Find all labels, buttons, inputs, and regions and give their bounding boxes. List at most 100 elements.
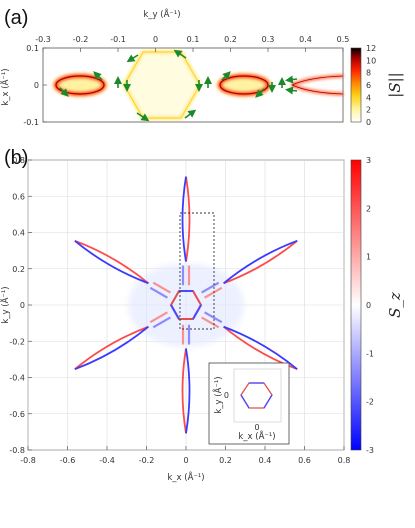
panel-a-colorbar-tick: 8 [366, 69, 371, 78]
panel-a-x-tick: -0.1 [110, 35, 126, 52]
panel-a-x-tick: 0.2 [224, 35, 237, 52]
panel-b-y-tick-label: 0.4 [12, 229, 25, 238]
panel-b-colorbar-tick: -2 [366, 398, 374, 407]
arm-blue-edge [74, 240, 149, 285]
panel-b-x-tick-label: -0.2 [139, 456, 155, 465]
panel-a-y-tick: -0.1 [23, 118, 47, 127]
panel-a-y-tick: 0.1 [26, 44, 47, 53]
panel-a-x-tick-label: -0.3 [35, 35, 51, 44]
panel-b-colorbar-tick: 1 [366, 253, 371, 262]
panel-b-colorbar-tick: -3 [366, 446, 374, 455]
panel-a-colorbar-tick: 4 [366, 93, 371, 102]
panel-a-tail [291, 74, 344, 96]
panel-b-colorbar-label: S_z [386, 292, 404, 318]
panel-b-y-tick-label: 0 [20, 301, 25, 310]
arm-blue-edge [74, 326, 149, 371]
panel-a-y-ticks: 0.1 0 -0.1 [23, 44, 47, 127]
panel-b-colorbar-tick: 0 [366, 301, 371, 310]
inset-x-tick: 0 [254, 423, 259, 432]
panel-b-y-tick: -0.2 [9, 337, 32, 346]
panel-b-y-tick-label: -0.4 [9, 374, 25, 383]
panel-a-y-tick-label: -0.1 [23, 118, 39, 127]
arm-red-edge [223, 240, 298, 285]
arm-inner-red [204, 286, 223, 299]
panel-b-x-ticks: -0.8 -0.6 -0.4 -0.2 0 0.2 0.4 0.6 0.8 [20, 446, 350, 465]
panel-a-x-tick: -0.3 [35, 35, 51, 52]
panel-b-ylabel: k_y (Å⁻¹) [0, 286, 11, 323]
panel-a-spin-arrows [59, 49, 298, 122]
panel-b-y-tick: 0.2 [12, 265, 32, 274]
panel-a-colorbar-tick: 0 [366, 118, 371, 127]
arm-inner-red [201, 316, 220, 329]
inset-ylabel: k_y (Å⁻¹) [212, 376, 224, 413]
arm-inner-red [149, 311, 168, 324]
panel-a-y-tick-label: 0.1 [26, 44, 39, 53]
panel-b-arms [74, 176, 298, 434]
arm-red-edge [74, 239, 149, 284]
panel-b-center-haze [128, 263, 244, 347]
arm-red-edge [185, 176, 191, 262]
panel-b-y-tick: -0.8 [9, 446, 32, 455]
arm-blue-edge [223, 325, 298, 370]
panel-a-x-tick-label: 0.1 [187, 35, 200, 44]
panel-a-colorbar-tick: 2 [366, 106, 371, 115]
panel-a-colorbar-label: |S|| [386, 72, 404, 97]
panel-b-y-tick-label: -0.2 [9, 337, 25, 346]
panel-b-x-tick-label: -0.8 [20, 456, 36, 465]
arm-inner-blue [152, 316, 171, 329]
panel-a-x-tick-label: 0.2 [224, 35, 237, 44]
arm-blue-edge [181, 176, 187, 262]
panel-b-x-tick: 0.4 [259, 446, 272, 465]
panel-a-x-tick: 0.1 [187, 35, 200, 52]
arm-inner-blue [201, 281, 220, 294]
panel-a-colorbar [350, 47, 362, 123]
panel-b-y-tick: 0.8 [12, 156, 32, 165]
panel-b-arm [181, 176, 191, 286]
panel-b-colorbar-ticks: 3 2 1 0 -1 -2 -3 [366, 156, 374, 455]
panel-a-colorbar-tick: 12 [366, 44, 376, 53]
panel-b-arm [74, 239, 171, 299]
panel-b-x-tick: 0.8 [338, 446, 350, 465]
arm-inner-blue [204, 311, 223, 324]
panel-b-arm [201, 239, 298, 299]
panel-b-x-tick-label: -0.4 [99, 456, 115, 465]
panel-a-xlabel: k_y (Å⁻¹) [143, 8, 180, 20]
panel-b-xlabel: k_x (Å⁻¹) [167, 471, 204, 483]
panel-a-y-tick: 0 [34, 81, 47, 90]
panel-a-x-tick-label: -0.1 [110, 35, 126, 44]
panel-b-x-tick: 0 [183, 446, 189, 465]
panel-b-colorbar [350, 159, 362, 451]
panel-a-x-tick: 0.5 [337, 35, 350, 52]
panel-a-ylabel: k_x (Å⁻¹) [0, 68, 11, 105]
panel-b-y-tick-label: 0.8 [12, 156, 25, 165]
panel-a-colorbar-tick: 10 [366, 56, 376, 65]
panel-a-x-tick-label: 0.5 [337, 35, 350, 44]
inset-y-tick: 0 [224, 391, 229, 400]
panel-b-colorbar-tick: 2 [366, 204, 371, 213]
panel-b-x-tick: -0.4 [99, 446, 115, 465]
panel-b-x-tick-label: 0.2 [219, 456, 232, 465]
panel-b-x-tick-label: 0.4 [259, 456, 272, 465]
panel-b-x-tick: -0.8 [20, 446, 36, 465]
panel-b-x-tick: 0.6 [298, 446, 311, 465]
panel-b-x-tick-label: 0 [183, 456, 188, 465]
panel-a-label: (a) [4, 7, 28, 29]
panel-b-x-tick: -0.2 [139, 446, 155, 465]
panel-b-y-tick: -0.6 [9, 410, 32, 419]
panel-b-y-tick: 0 [20, 301, 32, 310]
panel-a-x-ticks: -0.3 -0.2 -0.1 0 0.1 0.2 0.3 0.4 0.5 [35, 35, 349, 52]
panel-b-y-tick-label: 0.6 [12, 192, 25, 201]
panel-b-inset: 0 0 k_x (Å⁻¹) k_y (Å⁻¹) [208, 362, 290, 445]
panel-b-colorbar-tick: -1 [366, 349, 374, 358]
panel-b-x-tick-label: -0.6 [60, 456, 76, 465]
panel-b-label: (b) [4, 147, 28, 169]
panel-a-x-tick: -0.2 [73, 35, 88, 52]
panel-a-colorbar-ticks: 12 10 8 6 4 2 0 [366, 44, 376, 127]
panel-b-arm [74, 311, 171, 371]
panel-b-x-tick: -0.6 [60, 446, 76, 465]
panel-a-colorbar-tick: 6 [366, 81, 371, 90]
arm-inner-blue [149, 286, 168, 299]
arm-inner-red [152, 281, 171, 294]
arm-blue-edge [223, 239, 298, 284]
